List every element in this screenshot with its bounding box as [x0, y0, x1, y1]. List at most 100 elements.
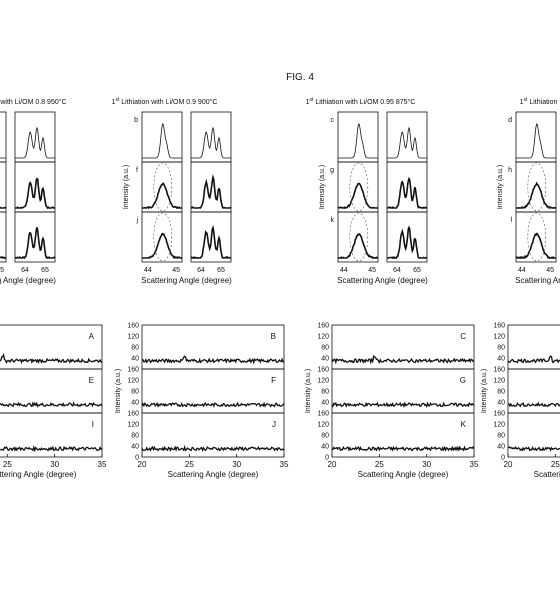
y-tick-label: 80: [321, 433, 329, 440]
y-axis-label: Intensity (a.u.): [319, 165, 326, 209]
y-tick-label: 80: [131, 433, 139, 440]
y-tick-label: 40: [497, 444, 505, 451]
peak-curve-right: [15, 126, 55, 159]
peak-curve-left: [142, 232, 183, 260]
x-axis-label: Scattering Angle (degree): [358, 470, 449, 479]
peak-curve-right: [387, 126, 427, 159]
y-tick-label: 160: [127, 323, 139, 330]
top-right-frame: [386, 211, 428, 263]
top-left-frame: [337, 111, 379, 163]
panel-label-K: K: [461, 420, 467, 429]
x-tick-label: 30: [422, 460, 431, 469]
bottom-frame: [141, 368, 285, 414]
x-axis-label: Scattering Angle (degree): [534, 470, 560, 479]
panel-label-A: A: [89, 332, 95, 341]
peak-curve-left: [0, 256, 7, 259]
peak-curve-left: [337, 182, 379, 209]
y-tick-label: 0: [325, 455, 329, 462]
panel-label-C: C: [460, 332, 466, 341]
peak-curve-right: [191, 126, 231, 159]
x-tick-label: 25: [185, 460, 194, 469]
tick-label-64: 64: [21, 267, 29, 274]
peak-curve-right: [191, 174, 232, 210]
tick-label-45: 45: [546, 267, 554, 274]
scan-curve: [507, 401, 560, 408]
x-tick-label: 20: [138, 460, 147, 469]
y-tick-label: 80: [497, 433, 505, 440]
row-label-h: h: [508, 167, 512, 174]
y-tick-label: 0: [501, 455, 505, 462]
x-tick-label: 25: [375, 460, 384, 469]
scan-curve: [507, 355, 560, 364]
row-label-f: f: [136, 167, 138, 174]
y-tick-label: 120: [317, 422, 329, 429]
panel-label-I: I: [92, 420, 94, 429]
panel-title-3: 1st Lithiation with Li/OM 0.95 875°C: [306, 97, 416, 106]
y-axis-label: Intensity (a.u.): [481, 369, 488, 413]
tick-label-44: 44: [340, 267, 348, 274]
y-tick-label: 40: [321, 400, 329, 407]
panel-title-4: 1st Lithiation: [520, 97, 558, 106]
tick-label-44: 44: [518, 267, 526, 274]
top-left-frame: [337, 161, 379, 213]
scan-curve: [141, 444, 285, 453]
highlight-ellipse: [153, 162, 173, 212]
x-tick-label: 20: [504, 460, 513, 469]
peak-curve-right: [190, 224, 231, 260]
peak-curve-left: [142, 122, 182, 159]
y-axis-label: Intensity (a.u.): [497, 165, 504, 209]
y-tick-label: 80: [497, 389, 505, 396]
x-axis-label: Scattering Angle (degree): [0, 470, 77, 479]
top-left-frame: [0, 111, 7, 163]
row-label-b: b: [134, 117, 138, 124]
y-axis-label: Intensity (a.u.): [305, 369, 312, 413]
y-tick-label: 0: [135, 455, 139, 462]
peak-curve-left: [338, 122, 378, 159]
x-axis-label: Scattering Angle (degree): [337, 276, 428, 285]
scan-curve: [507, 445, 560, 452]
scan-curve: [141, 401, 285, 408]
y-tick-label: 120: [127, 422, 139, 429]
x-axis-label: Scattering Angle (degree): [168, 470, 259, 479]
peak-curve-left: [337, 232, 379, 260]
x-axis-label: Scattering Angle (degree): [141, 276, 232, 285]
row-label-l: l: [510, 217, 512, 224]
y-tick-label: 120: [493, 422, 505, 429]
panel-label-J: J: [272, 420, 276, 429]
top-left-frame: [515, 111, 557, 163]
bottom-frame: [141, 324, 285, 370]
panel-label-E: E: [89, 376, 94, 385]
tick-label-65: 65: [217, 267, 225, 274]
y-tick-label: 160: [317, 367, 329, 374]
bottom-frame: [507, 324, 560, 370]
y-tick-label: 120: [317, 334, 329, 341]
x-tick-label: 35: [280, 460, 289, 469]
scan-curve: [0, 444, 103, 453]
x-tick-label: 35: [470, 460, 479, 469]
y-tick-label: 160: [317, 411, 329, 418]
top-right-frame: [386, 111, 428, 163]
x-tick-label: 25: [551, 460, 560, 469]
highlight-ellipse: [527, 212, 547, 262]
y-axis-label: Intensity (a.u.): [115, 369, 122, 413]
x-axis-label: Scattering Angle (degree): [0, 276, 56, 285]
scan-curve: [331, 401, 475, 409]
x-axis-label: Scattering Angle (degree): [515, 276, 560, 285]
top-left-frame: [141, 161, 183, 213]
y-tick-label: 120: [493, 334, 505, 341]
x-tick-label: 20: [328, 460, 337, 469]
y-axis-label: Intensity (a.u.): [123, 165, 130, 209]
tick-label-45: 45: [172, 267, 180, 274]
top-right-frame: [190, 111, 232, 163]
figure-title: FIG. 4: [286, 72, 314, 83]
y-tick-label: 40: [321, 356, 329, 363]
y-tick-label: 40: [497, 356, 505, 363]
top-left-frame: [0, 161, 7, 213]
scan-curve: [331, 445, 475, 452]
x-tick-label: 30: [50, 460, 59, 469]
row-label-d: d: [508, 117, 512, 124]
y-tick-label: 160: [127, 367, 139, 374]
peak-curve-left: [515, 232, 556, 260]
plots-layer: Lithiation with Li/OM 0.8 950°C 44 45 64 65 S…: [0, 97, 560, 479]
top-right-frame: [14, 111, 56, 163]
